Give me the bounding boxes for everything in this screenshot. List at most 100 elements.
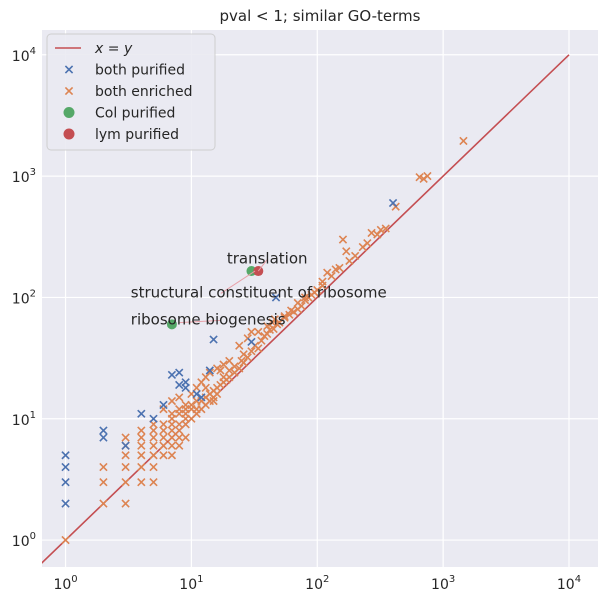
legend-x-swatch <box>64 86 74 96</box>
point-x-marker <box>271 293 281 302</box>
point-x-marker <box>149 433 158 442</box>
point-x-marker <box>247 337 256 347</box>
point-x-marker <box>167 409 177 418</box>
point-x-marker <box>235 364 244 373</box>
point-x-marker <box>149 426 158 435</box>
point-x-marker <box>367 228 376 238</box>
point-circle-marker <box>246 266 257 277</box>
legend-entry: x = y <box>55 41 133 57</box>
x-tick-label: 104 <box>557 574 581 593</box>
point-x-marker <box>376 225 386 235</box>
point-x-marker <box>159 400 168 410</box>
point-x-marker <box>459 136 468 146</box>
y-tick-label: 104 <box>12 46 36 65</box>
y-tick-label: 103 <box>12 167 36 186</box>
point-x-marker <box>167 370 177 380</box>
point-x-marker <box>137 409 146 418</box>
y-tick-label: 101 <box>12 410 36 429</box>
point-x-marker <box>257 336 266 345</box>
point-x-marker <box>137 441 146 450</box>
point-x-marker <box>318 277 327 286</box>
x-tick-label: 102 <box>305 574 329 593</box>
point-x-marker <box>310 288 319 297</box>
point-x-marker <box>137 433 146 442</box>
point-x-marker <box>254 327 263 337</box>
point-x-marker <box>423 171 432 181</box>
point-x-marker <box>247 347 256 356</box>
annotations: translation structural constituent of rib… <box>131 250 387 329</box>
point-x-marker <box>181 404 190 414</box>
x-tick-label: 100 <box>53 574 77 593</box>
point-x-marker <box>205 366 214 375</box>
point-x-marker <box>175 393 184 402</box>
point-x-marker <box>280 313 289 322</box>
x-tick-label: 101 <box>179 574 203 593</box>
point-x-marker <box>338 235 348 244</box>
point-x-marker <box>181 383 190 392</box>
annotation-label: ribosome biogenesis <box>131 310 286 328</box>
point-x-marker <box>327 271 336 281</box>
point-x-marker <box>149 462 158 472</box>
legend-circle-swatch <box>63 128 75 140</box>
point-x-marker <box>381 224 390 233</box>
point-x-marker <box>99 478 108 487</box>
point-x-marker <box>159 420 168 429</box>
point-x-marker <box>99 433 108 442</box>
point-x-marker <box>293 298 302 308</box>
point-x-marker <box>175 404 184 414</box>
point-x-marker <box>286 306 296 315</box>
point-x-marker <box>192 389 201 399</box>
point-x-marker <box>175 433 184 442</box>
point-x-marker <box>159 426 168 435</box>
point-x-marker <box>149 441 158 450</box>
point-x-marker <box>167 426 177 435</box>
point-x-marker <box>167 441 177 450</box>
legend-box <box>46 33 216 151</box>
chart-title: pval < 1; similar GO-terms <box>220 7 421 25</box>
point-x-marker <box>121 441 130 450</box>
point-x-marker <box>209 396 218 406</box>
point-x-marker <box>149 414 158 423</box>
point-x-marker <box>137 478 146 487</box>
annotation-label: structural constituent of ribosome <box>131 283 387 301</box>
annotation-arrow <box>179 319 221 324</box>
point-x-marker <box>345 256 354 266</box>
point-x-marker <box>219 360 228 369</box>
annotation-label: translation <box>227 250 308 268</box>
data-points <box>61 136 468 545</box>
legend-label: both purified <box>95 63 185 79</box>
x-tick-label: 103 <box>431 574 455 593</box>
point-x-marker <box>247 327 256 337</box>
point-x-marker <box>363 239 372 248</box>
point-x-marker <box>137 462 146 472</box>
legend-entry: lym purified <box>63 127 179 143</box>
point-x-marker <box>167 433 177 442</box>
point-x-marker <box>212 389 222 399</box>
point-x-marker <box>175 426 184 435</box>
point-x-marker <box>175 380 184 390</box>
point-x-marker <box>121 433 130 442</box>
point-x-marker <box>159 433 168 442</box>
point-x-marker <box>225 356 234 366</box>
point-x-marker <box>201 383 210 392</box>
point-x-marker <box>61 451 70 460</box>
point-x-marker <box>121 499 130 508</box>
legend: x = y both purified both enriched Col purif… <box>46 33 216 151</box>
point-x-marker <box>149 451 158 460</box>
point-x-marker <box>121 462 130 472</box>
point-x-marker <box>167 396 177 406</box>
point-x-marker <box>61 535 70 545</box>
point-x-marker <box>216 366 225 375</box>
legend-circle-swatch <box>63 107 75 118</box>
point-x-marker <box>209 335 218 344</box>
point-x-marker <box>61 462 70 472</box>
point-x-marker <box>137 451 146 460</box>
point-x-marker <box>167 451 177 460</box>
point-x-marker <box>342 247 351 256</box>
point-x-marker <box>388 198 398 208</box>
point-x-marker <box>243 353 252 362</box>
legend-entry: both purified <box>64 63 185 79</box>
point-x-marker <box>121 478 130 487</box>
point-x-marker <box>99 426 108 435</box>
